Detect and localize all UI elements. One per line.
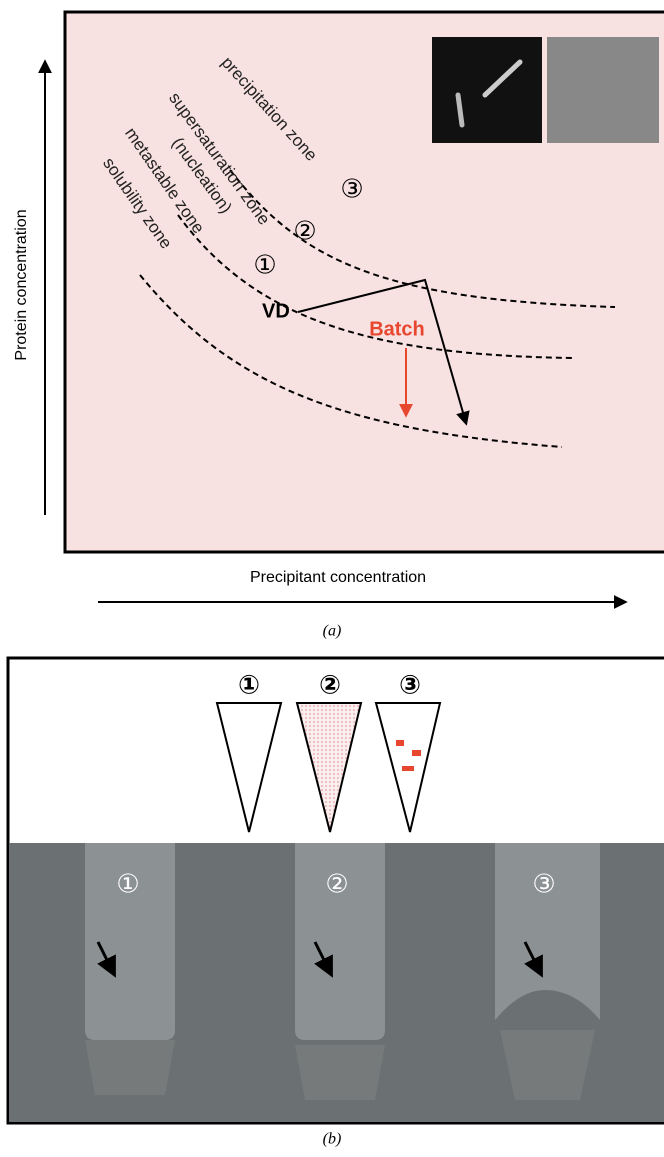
caption: (a) bbox=[323, 623, 342, 640]
y-axis-label: Protein concentration bbox=[13, 209, 30, 360]
tube-number: ③ bbox=[399, 671, 421, 701]
photo-number: ③ bbox=[532, 870, 555, 900]
zone-number: ③ bbox=[340, 175, 363, 205]
x-axis-label: Precipitant concentration bbox=[250, 569, 426, 586]
caption: (b) bbox=[323, 1131, 342, 1148]
inset-precipitate bbox=[547, 37, 659, 143]
zone-number: ① bbox=[253, 251, 276, 281]
batch-label: Batch bbox=[369, 318, 425, 340]
tube-number: ② bbox=[319, 671, 341, 701]
photo-number: ① bbox=[116, 870, 139, 900]
vd-label: VD bbox=[262, 300, 290, 322]
photo-number: ② bbox=[325, 870, 348, 900]
tube-number: ① bbox=[238, 671, 260, 701]
figure: precipitation zone supersaturation zone … bbox=[0, 0, 664, 1157]
zone-number: ② bbox=[293, 217, 316, 247]
